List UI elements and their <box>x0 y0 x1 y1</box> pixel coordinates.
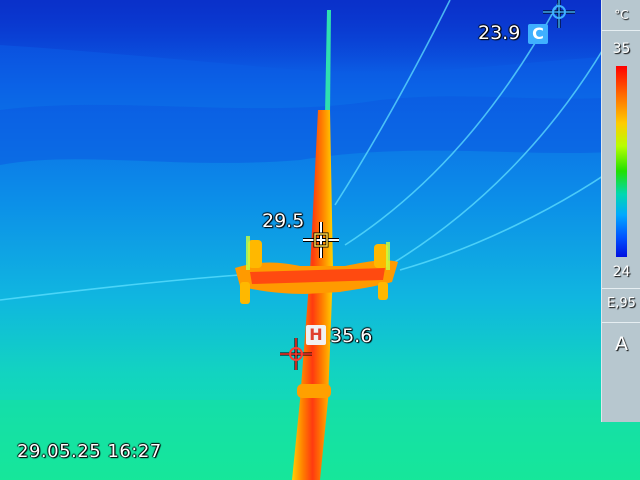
scale-divider <box>602 322 640 323</box>
emissivity-value: E,95 <box>607 296 636 311</box>
hot-spot-tag: H <box>306 325 326 345</box>
hot-spot-marker-icon <box>280 338 312 370</box>
insulator-glow <box>246 236 390 270</box>
temperature-scale-panel: °C 35 24 E,95 A <box>601 0 640 422</box>
scale-min-value: 24 <box>612 264 631 280</box>
center-spot-crosshair-inner <box>303 222 339 258</box>
color-scale-bar <box>616 66 627 257</box>
scale-mode-indicator[interactable]: A <box>615 333 628 355</box>
hot-spot-temperature: 35.6 <box>330 325 373 347</box>
insulators <box>240 240 388 304</box>
center-spot-temperature: 29.5 <box>262 210 305 232</box>
pole-band <box>297 384 331 398</box>
pole-spike <box>325 10 331 115</box>
cold-spot-tag: C <box>528 24 548 44</box>
capture-timestamp: 29.05.25 16:27 <box>17 441 162 462</box>
unit-label: °C <box>614 8 629 22</box>
scale-divider <box>602 30 640 31</box>
cold-spot-temperature: 23.9 <box>478 22 521 44</box>
scale-max-value: 35 <box>612 41 631 57</box>
cold-spot-marker-icon <box>543 0 575 28</box>
cloud-band <box>0 0 640 73</box>
crossarm-core <box>250 268 385 284</box>
scale-divider <box>602 288 640 289</box>
